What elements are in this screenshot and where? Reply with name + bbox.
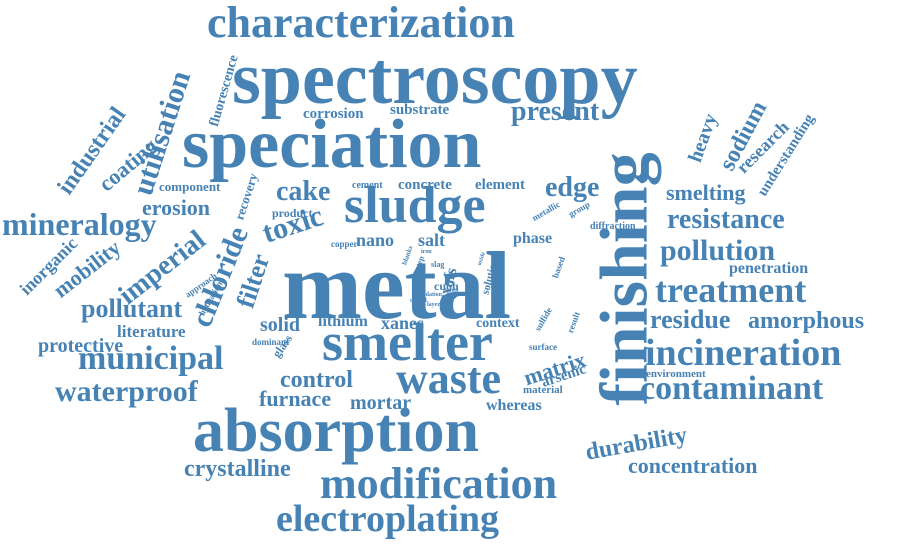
word-concrete: concrete: [398, 177, 452, 193]
word-cement: cement: [352, 180, 383, 191]
word-cuoh: cuoh: [434, 279, 459, 293]
word-based: based: [550, 255, 568, 280]
word-contaminant: contaminant: [640, 370, 824, 407]
word-sulfur: sulfur: [442, 294, 458, 300]
word-element: element: [475, 177, 525, 193]
word-edge: edge: [545, 172, 600, 203]
word-lithium: lithium: [318, 313, 368, 330]
word-cake: cake: [276, 176, 331, 207]
word-pollution: pollution: [660, 234, 776, 267]
word-result: result: [565, 310, 582, 335]
word-sulfide: sulfide: [532, 305, 555, 333]
word-heavy: heavy: [684, 110, 722, 166]
word-material: material: [523, 384, 563, 396]
word-residue: residue: [650, 305, 731, 334]
word-waterproof: waterproof: [55, 375, 198, 408]
word-incineration: incineration: [645, 332, 842, 374]
word-pollutant: pollutant: [81, 294, 183, 323]
word-crystalline: crystalline: [184, 456, 291, 482]
word-amorphous: amorphous: [748, 308, 865, 334]
word-whereas: whereas: [486, 397, 542, 414]
word-component: component: [159, 179, 221, 194]
word-dominant: dominant: [252, 337, 290, 347]
word-layer: layer: [427, 302, 440, 308]
word-context: context: [476, 316, 520, 331]
word-coated: coated: [410, 298, 427, 304]
word-mineralogy: mineralogy: [2, 206, 157, 242]
word-product: product: [272, 206, 313, 220]
word-clob: clob: [413, 280, 426, 288]
word-characterization: characterization: [207, 0, 515, 47]
word-diffraction: diffraction: [590, 221, 636, 232]
word-control: control: [280, 367, 353, 393]
word-smelting: smelting: [666, 180, 746, 205]
word-tests: tests: [447, 288, 459, 294]
word-modification: modification: [320, 459, 558, 508]
word-surface: surface: [529, 342, 557, 352]
word-resistance: resistance: [667, 204, 785, 235]
word-environment: environment: [646, 368, 706, 380]
word-oxidation: oxidation: [418, 292, 443, 298]
word-municipal: municipal: [78, 340, 224, 377]
word-sludge: sludge: [344, 177, 486, 234]
word-nano: nano: [356, 230, 395, 250]
word-salt: salt: [418, 230, 445, 250]
word-treatment: treatment: [655, 270, 807, 310]
word-mortar: mortar: [350, 392, 412, 414]
word-furnace: furnace: [259, 386, 332, 411]
word-penetration: penetration: [729, 260, 809, 277]
word-protective: protective: [38, 335, 124, 357]
word-substrate: substrate: [390, 102, 450, 118]
word-literature: literature: [117, 322, 186, 341]
word-phase: phase: [513, 230, 553, 247]
word-iron: iron: [421, 249, 432, 255]
word-metal: metal: [282, 232, 512, 339]
word-present: present: [511, 96, 600, 127]
word-spectroscopy: spectroscopy: [232, 38, 638, 120]
word-electroplating: electroplating: [276, 498, 500, 540]
word-corrosion: corrosion: [303, 106, 364, 122]
word-copper: copper: [331, 239, 358, 249]
word-solid: solid: [260, 314, 301, 336]
word-absorption: absorption: [193, 397, 479, 465]
word-smelter: smelter: [322, 312, 493, 372]
word-erosion: erosion: [142, 195, 211, 220]
word-waste: waste: [396, 354, 502, 403]
word-xanes: xanes: [381, 313, 425, 333]
word-metallic: metallic: [530, 199, 562, 224]
word-speciation: speciation: [182, 106, 482, 183]
word-concentration: concentration: [628, 453, 758, 478]
word-slag: slag: [431, 260, 445, 269]
